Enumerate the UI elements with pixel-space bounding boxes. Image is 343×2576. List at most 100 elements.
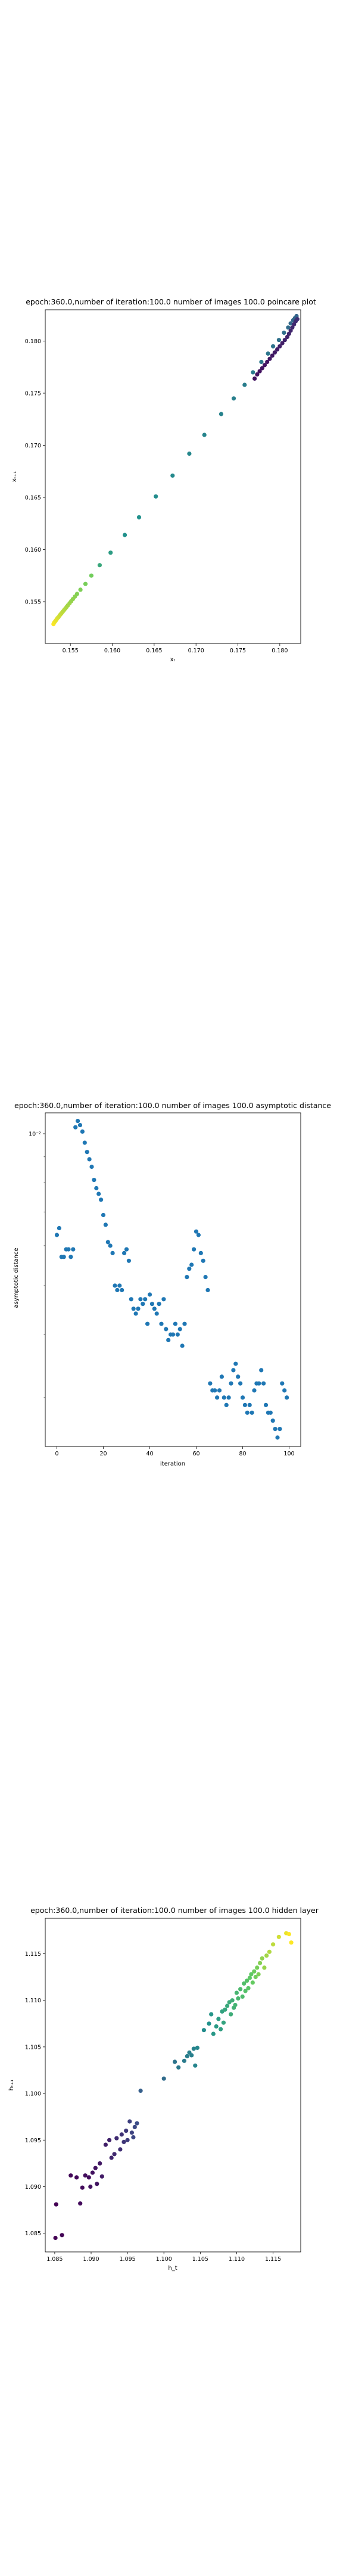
y-axis-label: xₜ₊₁ — [11, 471, 18, 482]
data-point — [242, 1402, 247, 1407]
y-tick-label: 0.155 — [25, 599, 41, 606]
data-point — [185, 2054, 189, 2059]
data-point — [245, 1978, 250, 1983]
data-point — [251, 370, 255, 375]
data-point — [225, 2003, 230, 2008]
data-point — [250, 1410, 254, 1415]
x-tick-label: 1.085 — [46, 2256, 63, 2263]
data-point — [87, 1157, 92, 1162]
chart-title: epoch:360.0,number of iteration:100.0 nu… — [30, 1906, 319, 1915]
data-point — [99, 2174, 104, 2179]
data-point — [252, 1969, 257, 1974]
data-point — [201, 2028, 206, 2033]
data-point — [292, 322, 297, 327]
data-point — [234, 1990, 239, 1995]
data-point — [202, 433, 207, 437]
data-point — [224, 1402, 229, 1407]
data-point — [223, 2007, 227, 2012]
data-point — [164, 1327, 169, 1331]
data-point — [264, 1953, 269, 1958]
y-tick-label: 0.165 — [25, 495, 41, 502]
data-point — [194, 1229, 199, 1234]
data-point — [256, 1972, 261, 1977]
x-tick-label: 0.160 — [104, 648, 120, 654]
x-axis-label: xₜ — [170, 657, 176, 663]
data-point — [173, 2059, 177, 2064]
y-tick-label: 1.105 — [25, 2044, 41, 2051]
x-tick-label: 0.165 — [146, 648, 162, 654]
data-point — [66, 1247, 71, 1252]
data-point — [217, 1388, 222, 1393]
x-tick-label: 80 — [239, 1451, 246, 1457]
asymptotic-distance-plot: epoch:360.0,number of iteration:100.0 nu… — [13, 1101, 331, 1467]
data-point — [271, 344, 276, 349]
data-point — [138, 1297, 143, 1302]
data-point — [90, 2170, 95, 2175]
data-point — [267, 1949, 272, 1954]
data-point — [124, 2129, 129, 2133]
data-point — [80, 2185, 85, 2190]
plot-frame — [45, 309, 301, 644]
data-point — [157, 1302, 161, 1306]
data-point — [88, 2184, 93, 2189]
y-tick-label: 10⁻² — [29, 1131, 41, 1138]
data-point — [242, 382, 247, 387]
data-point — [229, 1381, 233, 1386]
data-point — [267, 356, 272, 361]
data-point — [133, 1311, 138, 1316]
data-point — [61, 1255, 66, 1259]
data-point — [135, 2121, 139, 2126]
x-tick-label: 40 — [146, 1451, 153, 1457]
data-point — [149, 1302, 154, 1306]
data-point — [161, 1297, 166, 1302]
data-point — [119, 2132, 124, 2137]
x-axis-label: h_t — [168, 2265, 177, 2272]
data-point — [132, 2124, 137, 2129]
data-point — [258, 1961, 263, 1965]
data-point — [170, 473, 175, 478]
data-point — [276, 338, 281, 343]
data-point — [247, 1402, 252, 1407]
data-point — [117, 1283, 122, 1288]
data-point — [101, 1212, 106, 1218]
data-point — [141, 1302, 145, 1306]
y-axis-ticks: 0.155 0.160 0.165 0.170 0.175 0.180 — [25, 338, 45, 606]
data-point — [231, 1368, 236, 1373]
data-point — [187, 451, 192, 456]
data-point — [127, 2119, 132, 2124]
data-point — [286, 331, 291, 336]
data-point — [159, 1321, 164, 1326]
data-point — [229, 2012, 233, 2017]
data-point — [272, 350, 277, 355]
data-point — [175, 1332, 180, 1337]
x-tick-label: 1.095 — [120, 2256, 136, 2263]
data-point — [233, 1361, 238, 1366]
y-axis-ticks: 1.085 1.090 1.095 1.100 1.105 1.110 1.115 — [25, 1951, 45, 2237]
data-point — [231, 396, 236, 401]
data-point — [252, 376, 257, 381]
data-point — [131, 1306, 136, 1311]
x-axis-ticks: 0 20 40 60 80 100 — [55, 1446, 295, 1457]
data-point — [261, 1381, 266, 1386]
data-point — [60, 2233, 64, 2238]
data-point — [243, 1989, 248, 1993]
data-point — [147, 1292, 152, 1297]
data-point — [54, 2202, 58, 2207]
data-point — [288, 321, 293, 326]
data-point — [109, 2155, 114, 2160]
data-point — [131, 2135, 136, 2140]
data-point — [262, 1965, 267, 1970]
data-point — [245, 1410, 250, 1415]
data-point — [282, 1388, 287, 1393]
data-point — [246, 1986, 251, 1990]
data-point — [154, 494, 158, 499]
data-point — [107, 2138, 112, 2142]
data-point — [226, 1395, 231, 1400]
scatter-points — [51, 313, 300, 627]
data-point — [240, 1994, 245, 1999]
data-point — [270, 1418, 275, 1423]
x-tick-label: 60 — [192, 1451, 199, 1457]
data-point — [94, 1186, 99, 1191]
x-tick-label: 0.155 — [63, 648, 79, 654]
